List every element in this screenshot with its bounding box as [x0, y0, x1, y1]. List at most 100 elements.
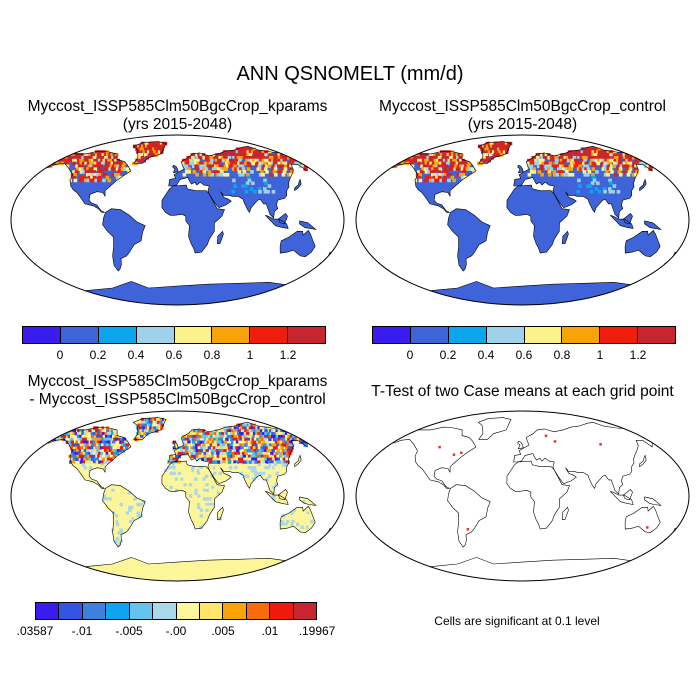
snowmelt-cell: [606, 150, 611, 154]
snowmelt-cell: [209, 164, 213, 169]
difference-cell: [263, 426, 268, 430]
snowmelt-cell: [96, 172, 100, 177]
difference-cell: [88, 432, 92, 436]
difference-cell: [213, 440, 218, 444]
snowmelt-cell: [288, 167, 293, 171]
snowmelt-cell: [433, 167, 438, 171]
difference-cell: [193, 451, 197, 456]
difference-cell: [224, 429, 228, 433]
difference-cell: [255, 429, 259, 433]
difference-cell: [62, 434, 67, 439]
snowmelt-cell: [91, 161, 96, 166]
snowmelt-cell: [540, 172, 544, 177]
snowmelt-cell: [119, 164, 123, 169]
snowmelt-cell: [152, 153, 157, 157]
snowmelt-cell: [587, 150, 591, 154]
snowmelt-cell: [96, 161, 100, 166]
difference-cell: [138, 426, 142, 430]
snowmelt-cell: [238, 172, 243, 177]
difference-cell: [264, 440, 269, 444]
difference-cell: [73, 443, 78, 447]
snowmelt-cell: [652, 155, 657, 160]
difference-cell: [274, 440, 279, 444]
coastline-australia: [279, 229, 316, 258]
snowmelt-cell: [613, 158, 618, 163]
difference-cell: [203, 437, 208, 442]
difference-cell: [81, 449, 85, 453]
colorbar-swatch: [638, 327, 675, 343]
difference-cell: [266, 457, 271, 461]
snowmelt-cell: [77, 161, 81, 166]
snowmelt-cell: [433, 158, 438, 163]
snowmelt-cell: [558, 161, 562, 166]
colorbar-swatch: [174, 327, 213, 343]
difference-cell: [234, 432, 238, 436]
difference-cell: [80, 457, 84, 461]
difference-cell: [271, 434, 275, 439]
difference-cell: [221, 434, 226, 439]
difference-cell: [232, 446, 237, 450]
difference-cell: [208, 502, 212, 507]
difference-cell: [109, 446, 114, 450]
snowmelt-cell: [619, 172, 623, 177]
snowmelt-cell: [146, 141, 151, 146]
snowmelt-cell: [600, 155, 604, 160]
snowmelt-cell: [566, 153, 571, 157]
difference-cell: [117, 542, 121, 546]
coastline-eurasia: [513, 145, 662, 219]
snowmelt-cell: [461, 172, 466, 177]
snowmelt-cell: [104, 155, 108, 160]
colorbar-swatch: [23, 327, 61, 343]
difference-cell: [112, 454, 117, 459]
snowmelt-cell: [92, 153, 97, 157]
snowmelt-cell: [246, 147, 250, 152]
difference-cell: [253, 468, 257, 473]
snowmelt-cell: [435, 153, 439, 157]
difference-cell: [262, 460, 266, 464]
difference-cell: [250, 429, 255, 433]
snowmelt-cell: [90, 155, 95, 160]
difference-cell: [216, 491, 220, 495]
snowmelt-cell: [195, 153, 199, 157]
difference-cell: [73, 454, 78, 459]
difference-cell: [183, 483, 187, 487]
difference-cell: [246, 426, 251, 430]
colorbar-swatch: [293, 603, 317, 619]
snowmelt-cell: [499, 141, 503, 146]
difference-cell: [258, 437, 263, 442]
difference-cell: [284, 432, 289, 436]
snowmelt-cell: [437, 175, 442, 180]
snowmelt-cell: [83, 158, 88, 163]
snowmelt-cell: [74, 155, 79, 160]
snowmelt-cell: [65, 164, 70, 169]
difference-cell: [136, 502, 140, 507]
difference-cell: [202, 494, 207, 498]
difference-cell: [180, 446, 184, 450]
snowmelt-cell: [150, 141, 154, 146]
snowmelt-cell: [617, 161, 622, 166]
snowmelt-cell: [268, 155, 273, 160]
snowmelt-cell: [490, 155, 494, 160]
snowmelt-cell: [425, 164, 429, 169]
colorbar-absolute: [372, 326, 676, 344]
difference-cell: [180, 474, 184, 478]
snowmelt-cell: [428, 155, 433, 160]
snowmelt-cell: [217, 158, 221, 163]
snowmelt-cell: [70, 153, 74, 157]
snowmelt-cell: [218, 164, 223, 169]
snowmelt-cell: [235, 147, 240, 152]
snowmelt-cell: [563, 155, 568, 160]
difference-cell: [77, 446, 81, 450]
difference-cell: [250, 446, 254, 450]
snowmelt-cell: [259, 158, 263, 163]
difference-cell: [300, 525, 304, 529]
snowmelt-cell: [410, 164, 415, 169]
difference-cell: [310, 519, 314, 524]
snowmelt-cell: [255, 150, 259, 154]
snowmelt-cell: [487, 150, 492, 154]
difference-cell: [102, 440, 106, 444]
snowmelt-cell: [434, 178, 438, 183]
difference-cell: [269, 449, 273, 453]
difference-cell: [232, 437, 236, 442]
snowmelt-cell: [223, 155, 227, 160]
